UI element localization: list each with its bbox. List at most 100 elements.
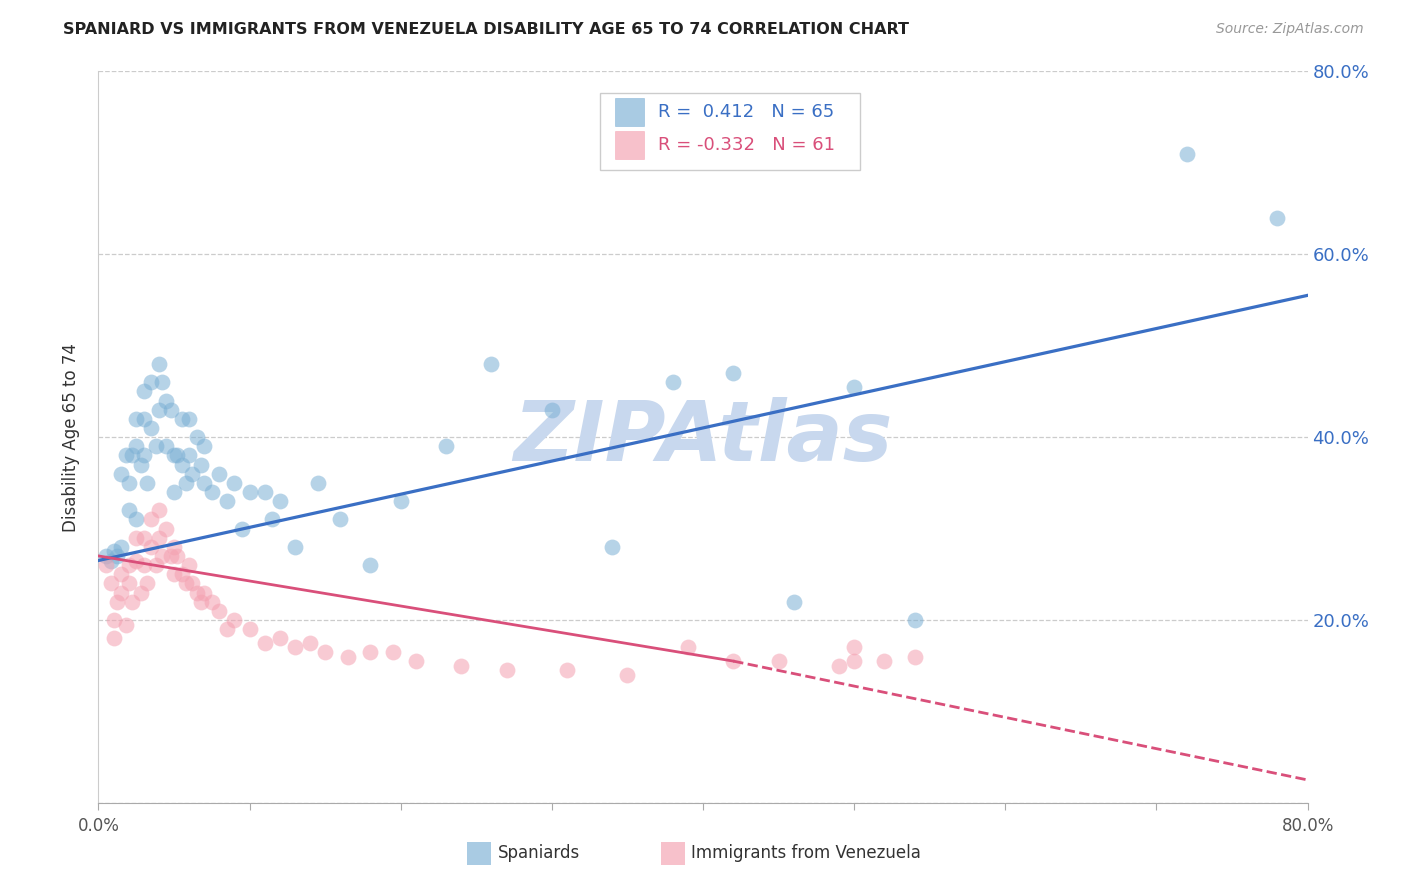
Point (269, 494, 291, 508)
FancyBboxPatch shape (467, 841, 492, 865)
Point (166, 549, 188, 563)
Point (844, 380, 866, 394)
Point (118, 576, 141, 591)
Point (873, 654, 896, 668)
Point (844, 640, 866, 655)
Point (783, 594, 806, 608)
Point (239, 622, 262, 636)
Point (405, 654, 427, 668)
Point (132, 531, 155, 545)
Point (193, 585, 215, 599)
Point (616, 667, 638, 681)
Point (110, 467, 132, 481)
Point (125, 512, 148, 526)
Point (125, 439, 148, 453)
Point (163, 448, 186, 462)
Point (336, 649, 359, 664)
Point (141, 421, 163, 435)
Point (121, 594, 143, 608)
Text: Immigrants from Venezuela: Immigrants from Venezuela (690, 844, 921, 863)
Point (94, 549, 117, 563)
Point (314, 645, 336, 659)
Point (262, 512, 284, 526)
Point (215, 494, 238, 508)
Point (110, 585, 132, 599)
Point (224, 613, 246, 627)
Point (844, 654, 866, 668)
Point (132, 448, 155, 462)
Point (193, 475, 215, 490)
Point (174, 576, 197, 591)
Text: Source: ZipAtlas.com: Source: ZipAtlas.com (1216, 22, 1364, 37)
Point (100, 576, 122, 591)
Point (103, 613, 125, 627)
Point (181, 467, 204, 481)
Point (160, 549, 183, 563)
Point (179, 412, 201, 426)
Point (450, 658, 472, 673)
Point (150, 375, 173, 389)
Point (105, 594, 128, 608)
Point (141, 512, 163, 526)
Point (661, 375, 683, 389)
Point (284, 640, 307, 655)
Point (132, 412, 155, 426)
Point (253, 636, 276, 650)
Point (307, 475, 329, 490)
Point (118, 558, 141, 573)
FancyBboxPatch shape (600, 94, 860, 170)
Text: R =  0.412   N = 65: R = 0.412 N = 65 (658, 103, 835, 121)
Point (170, 567, 193, 582)
Point (114, 617, 136, 632)
Point (155, 393, 177, 408)
Point (145, 439, 167, 453)
Point (160, 402, 183, 417)
Point (676, 640, 699, 655)
Point (904, 613, 927, 627)
Point (239, 485, 262, 500)
Text: Spaniards: Spaniards (498, 844, 579, 863)
FancyBboxPatch shape (614, 131, 644, 159)
Point (201, 485, 224, 500)
Point (1175, 146, 1198, 161)
Point (481, 357, 503, 371)
Point (135, 475, 157, 490)
Point (125, 412, 148, 426)
Point (904, 649, 927, 664)
Point (163, 540, 186, 554)
Point (201, 594, 224, 608)
Point (299, 636, 322, 650)
FancyBboxPatch shape (614, 98, 644, 126)
Point (186, 585, 208, 599)
Point (148, 503, 170, 517)
Point (148, 531, 170, 545)
Point (135, 576, 157, 591)
Point (828, 658, 851, 673)
Point (125, 531, 148, 545)
Point (190, 594, 212, 608)
Point (434, 439, 457, 453)
Point (94, 558, 117, 573)
Point (174, 475, 197, 490)
Point (495, 663, 517, 677)
Point (555, 663, 578, 677)
Point (105, 549, 128, 563)
Point (540, 402, 562, 417)
Point (132, 384, 155, 399)
Point (179, 558, 201, 573)
Point (602, 540, 624, 554)
Point (1267, 211, 1289, 225)
Point (170, 412, 193, 426)
Point (360, 645, 382, 659)
Point (231, 521, 253, 535)
Text: SPANIARD VS IMMIGRANTS FROM VENEZUELA DISABILITY AGE 65 TO 74 CORRELATION CHART: SPANIARD VS IMMIGRANTS FROM VENEZUELA DI… (63, 22, 910, 37)
Point (141, 540, 163, 554)
Point (141, 375, 163, 389)
Point (155, 521, 177, 535)
Point (145, 558, 167, 573)
Point (103, 544, 125, 558)
Point (129, 458, 152, 472)
Point (181, 576, 204, 591)
Point (166, 448, 188, 462)
Point (224, 475, 246, 490)
